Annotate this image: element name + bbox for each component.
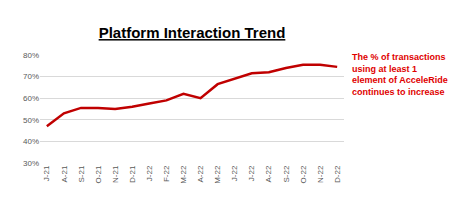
svg-text:30%: 30% bbox=[23, 159, 39, 168]
svg-text:Platform Interaction Trend: Platform Interaction Trend bbox=[99, 24, 286, 41]
svg-text:M-22: M-22 bbox=[179, 165, 188, 184]
svg-text:N-22: N-22 bbox=[316, 165, 325, 183]
svg-text:The % of transactionsusing at: The % of transactionsusing at least 1ele… bbox=[352, 52, 448, 97]
svg-text:N-21: N-21 bbox=[111, 165, 120, 183]
svg-text:J-22: J-22 bbox=[230, 165, 239, 181]
svg-text:A-22: A-22 bbox=[196, 165, 205, 182]
svg-text:J-22: J-22 bbox=[247, 165, 256, 181]
svg-text:50%: 50% bbox=[23, 116, 39, 125]
svg-text:M-22: M-22 bbox=[213, 165, 222, 184]
svg-text:D-21: D-21 bbox=[128, 165, 137, 183]
svg-text:40%: 40% bbox=[23, 137, 39, 146]
svg-text:J-22: J-22 bbox=[145, 165, 154, 181]
svg-text:80%: 80% bbox=[23, 51, 39, 60]
svg-text:A-22: A-22 bbox=[264, 165, 273, 182]
svg-text:F-22: F-22 bbox=[162, 165, 171, 182]
svg-text:70%: 70% bbox=[23, 72, 39, 81]
svg-text:J-21: J-21 bbox=[42, 165, 51, 181]
svg-text:60%: 60% bbox=[23, 94, 39, 103]
svg-text:A-21: A-21 bbox=[60, 165, 69, 182]
svg-text:O-21: O-21 bbox=[94, 165, 103, 183]
svg-text:S-22: S-22 bbox=[282, 165, 291, 182]
svg-text:S-21: S-21 bbox=[77, 165, 86, 182]
svg-text:O-22: O-22 bbox=[299, 165, 308, 183]
svg-text:D-22: D-22 bbox=[333, 165, 342, 183]
